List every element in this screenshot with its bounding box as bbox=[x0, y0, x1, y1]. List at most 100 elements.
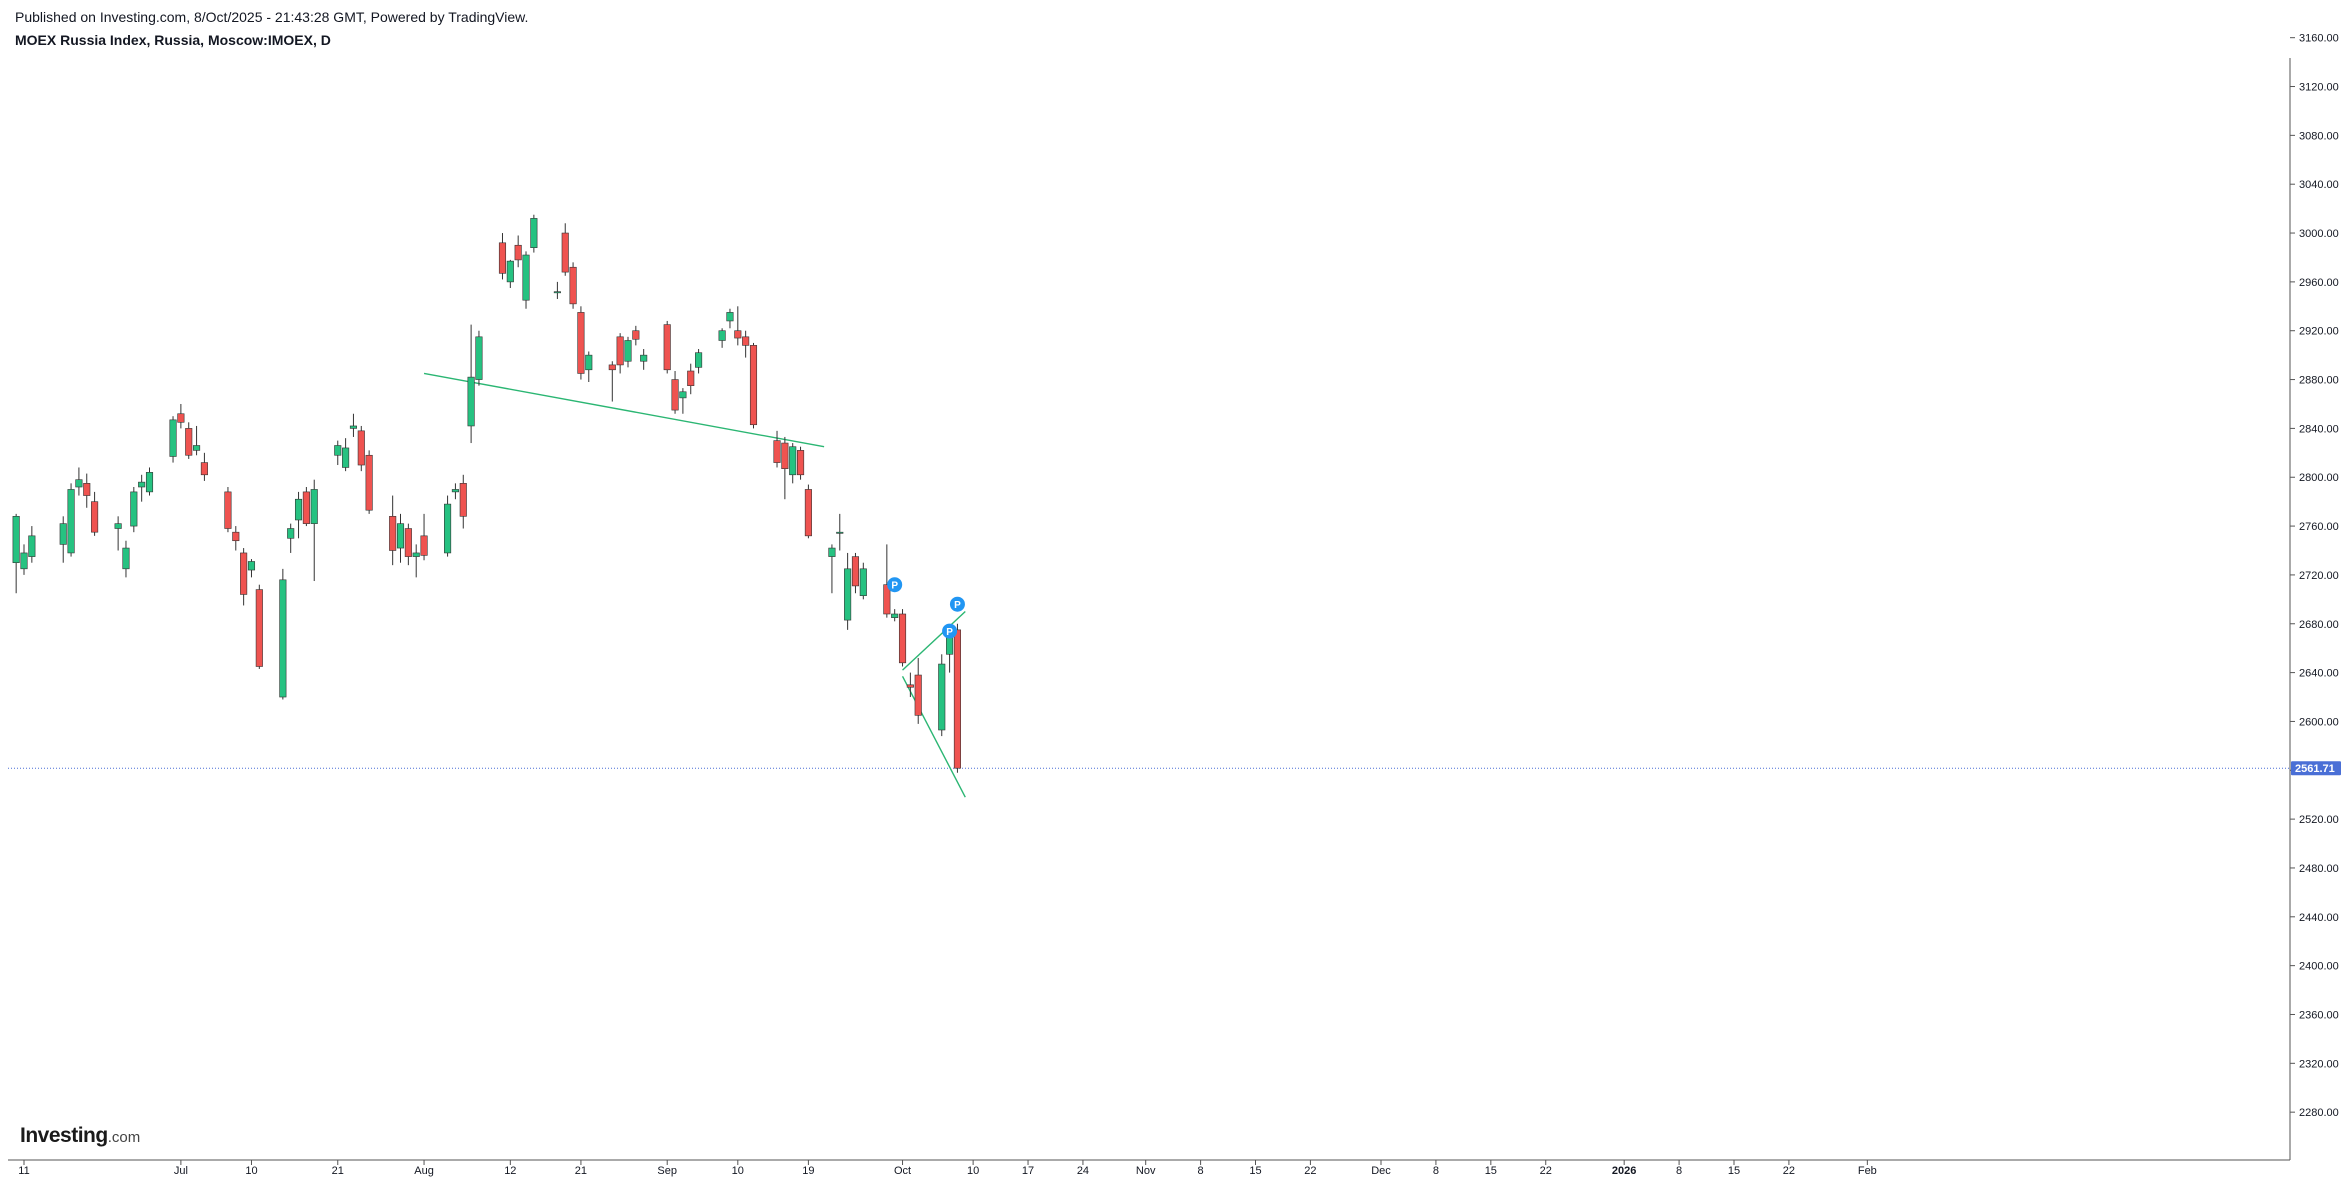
candle-body bbox=[718, 330, 726, 341]
candle bbox=[357, 425, 365, 472]
candle-body bbox=[12, 516, 20, 564]
time-tick-label: 2026 bbox=[1612, 1165, 1636, 1177]
candle-body bbox=[459, 483, 467, 517]
candle-body bbox=[789, 446, 797, 476]
candle bbox=[224, 487, 232, 533]
event-marker-dot bbox=[887, 577, 903, 593]
candle-body bbox=[553, 291, 561, 294]
price-tick-label: 2320.00 bbox=[2299, 1058, 2339, 1070]
time-tick-label: 10 bbox=[732, 1165, 744, 1177]
time-axis[interactable]: 11 Jul 10 21 Aug 12 21 Sep 10 19 Oct 10 17 24 Nov 8 15 22… bbox=[8, 1159, 2290, 1177]
candle bbox=[734, 306, 742, 346]
candle-body bbox=[695, 352, 703, 368]
candle-body bbox=[451, 489, 459, 493]
candle bbox=[467, 324, 475, 444]
candle-body bbox=[404, 528, 412, 557]
candle-body bbox=[389, 516, 397, 551]
candle bbox=[294, 491, 303, 539]
candle bbox=[836, 513, 844, 551]
candle-body bbox=[906, 684, 914, 688]
candle-body bbox=[114, 523, 122, 529]
candle-body bbox=[797, 450, 805, 476]
candle-body bbox=[898, 613, 907, 664]
candle bbox=[365, 450, 373, 514]
candle bbox=[67, 483, 75, 557]
time-tick-label: 22 bbox=[1304, 1165, 1316, 1177]
investing-logo: Investing.com bbox=[20, 1124, 141, 1147]
price-axis[interactable]: 2280.00 2320.00 2360.00 2400.00 2440.00 2480.… bbox=[2289, 0, 2341, 1160]
candle-body bbox=[91, 501, 99, 533]
candle bbox=[193, 425, 201, 456]
candle-body bbox=[130, 491, 138, 527]
candle bbox=[577, 306, 585, 380]
candle bbox=[616, 333, 624, 374]
candle bbox=[404, 523, 412, 566]
candle bbox=[255, 584, 263, 669]
candle-body bbox=[444, 503, 452, 554]
time-tick-label: 24 bbox=[1077, 1165, 1089, 1177]
price-tick-label: 2640.00 bbox=[2299, 668, 2339, 680]
candle bbox=[851, 552, 860, 594]
candle bbox=[640, 349, 648, 370]
candle bbox=[59, 516, 67, 563]
event-marker-dot bbox=[949, 596, 965, 612]
candle-body bbox=[342, 447, 350, 468]
event-marker-label: P bbox=[946, 627, 953, 638]
candle-body bbox=[169, 419, 177, 457]
candle bbox=[632, 325, 640, 346]
candle-body bbox=[138, 481, 146, 488]
candle bbox=[953, 623, 961, 773]
candle-body bbox=[569, 266, 577, 305]
candle-body bbox=[671, 379, 679, 411]
candle bbox=[585, 351, 593, 383]
candle-body bbox=[224, 491, 232, 529]
candle-body bbox=[498, 242, 507, 274]
candle-body bbox=[334, 445, 342, 456]
candle bbox=[279, 568, 287, 700]
candle bbox=[914, 657, 922, 724]
candle-body bbox=[522, 254, 530, 301]
candle-body bbox=[859, 568, 867, 596]
candle bbox=[420, 513, 428, 561]
time-tick-label: 19 bbox=[802, 1165, 814, 1177]
price-tick-label: 2880.00 bbox=[2299, 375, 2339, 387]
candle bbox=[898, 609, 907, 667]
candle bbox=[145, 467, 154, 496]
candle bbox=[287, 523, 295, 553]
candle bbox=[12, 513, 20, 594]
candle bbox=[28, 526, 36, 563]
event-marker: P bbox=[887, 577, 903, 593]
time-tick-label: 21 bbox=[332, 1165, 344, 1177]
price-tick-label: 2960.00 bbox=[2299, 277, 2339, 289]
candle-body bbox=[616, 336, 624, 366]
candle-body bbox=[914, 674, 922, 716]
candle bbox=[247, 559, 256, 578]
trendline bbox=[901, 675, 966, 798]
event-marker: P bbox=[942, 623, 958, 639]
candle bbox=[200, 452, 208, 481]
price-tick-label: 2480.00 bbox=[2299, 863, 2339, 875]
last-price-label: 2561.71 bbox=[2295, 763, 2335, 775]
candle-body bbox=[67, 489, 75, 554]
price-tick-label: 3040.00 bbox=[2299, 179, 2339, 191]
candle bbox=[749, 342, 758, 429]
candle-body bbox=[28, 535, 36, 557]
price-tick-label: 2920.00 bbox=[2299, 326, 2339, 338]
time-tick-label: 8 bbox=[1433, 1165, 1439, 1177]
candle bbox=[797, 446, 805, 480]
candle-body bbox=[624, 340, 632, 362]
candle bbox=[514, 235, 522, 268]
candle bbox=[114, 516, 122, 551]
candle-body bbox=[726, 312, 734, 322]
candle-body bbox=[59, 523, 67, 545]
candle bbox=[671, 371, 679, 414]
candle-body bbox=[467, 376, 475, 427]
candle-body bbox=[122, 547, 130, 570]
candle bbox=[169, 416, 177, 463]
candle-body bbox=[585, 354, 593, 371]
candle-body bbox=[232, 531, 240, 542]
candle bbox=[718, 328, 726, 348]
candles-layer bbox=[12, 214, 961, 773]
candle-body bbox=[75, 479, 83, 488]
